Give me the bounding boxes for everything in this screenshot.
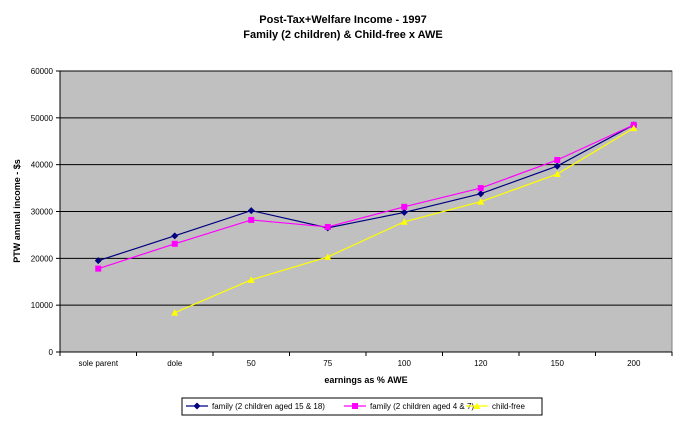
y-tick-label: 50000 [31,114,54,123]
x-tick-label: 120 [474,359,488,368]
x-tick-label: sole parent [78,359,118,368]
data-point [171,309,179,316]
data-point [400,208,408,216]
data-point [401,203,408,210]
y-tick-label: 0 [49,348,54,357]
data-point [553,170,561,178]
data-point [630,124,638,132]
series-layer [94,121,638,316]
y-tick-label: 20000 [31,254,54,263]
data-point [94,257,102,265]
x-tick-label: 200 [627,359,641,368]
data-point [171,232,179,240]
data-point [477,198,485,205]
data-point [477,190,485,198]
chart-title-line-2: Family (2 children) & Child-free x AWE [243,29,443,41]
y-tick-label: 30000 [31,208,54,217]
x-tick-label: 50 [247,359,256,368]
y-tick-label: 10000 [31,301,54,310]
chart-title-line-1: Post-Tax+Welfare Income - 1997 [259,14,427,26]
data-point [324,253,332,260]
legend-label: family (2 children aged 4 & 7) [370,402,474,411]
x-axis-title: earnings as % AWE [324,375,407,385]
y-tick-label: 60000 [31,67,54,76]
series-line [98,124,635,262]
data-point [477,185,484,192]
data-point [554,156,561,163]
data-point [171,240,178,247]
data-point [324,223,331,230]
gridlines [60,70,672,306]
data-point [248,216,255,223]
x-tick-label: 100 [398,359,412,368]
data-point [400,218,408,225]
legend: family (2 children aged 15 & 18) family (… [186,402,525,411]
legend-marker [352,403,358,409]
y-tick-label: 40000 [31,161,54,170]
x-tick-label: 75 [323,359,332,368]
legend-label: child-free [492,402,525,411]
legend-label: family (2 children aged 15 & 18) [212,402,325,411]
series-line [98,124,635,270]
x-tick-label: dole [167,359,183,368]
data-point [553,162,561,170]
data-point [247,276,255,283]
y-axis-title: PTW annual income - $s [12,159,22,263]
x-tick-label: 150 [551,359,565,368]
series-3 [171,124,638,316]
legend-marker [473,402,481,409]
data-point [95,265,102,272]
data-point [247,207,255,215]
axes: 0 10000 20000 30000 40000 50000 60000 sole pare… [31,67,673,368]
legend-marker [193,402,201,410]
